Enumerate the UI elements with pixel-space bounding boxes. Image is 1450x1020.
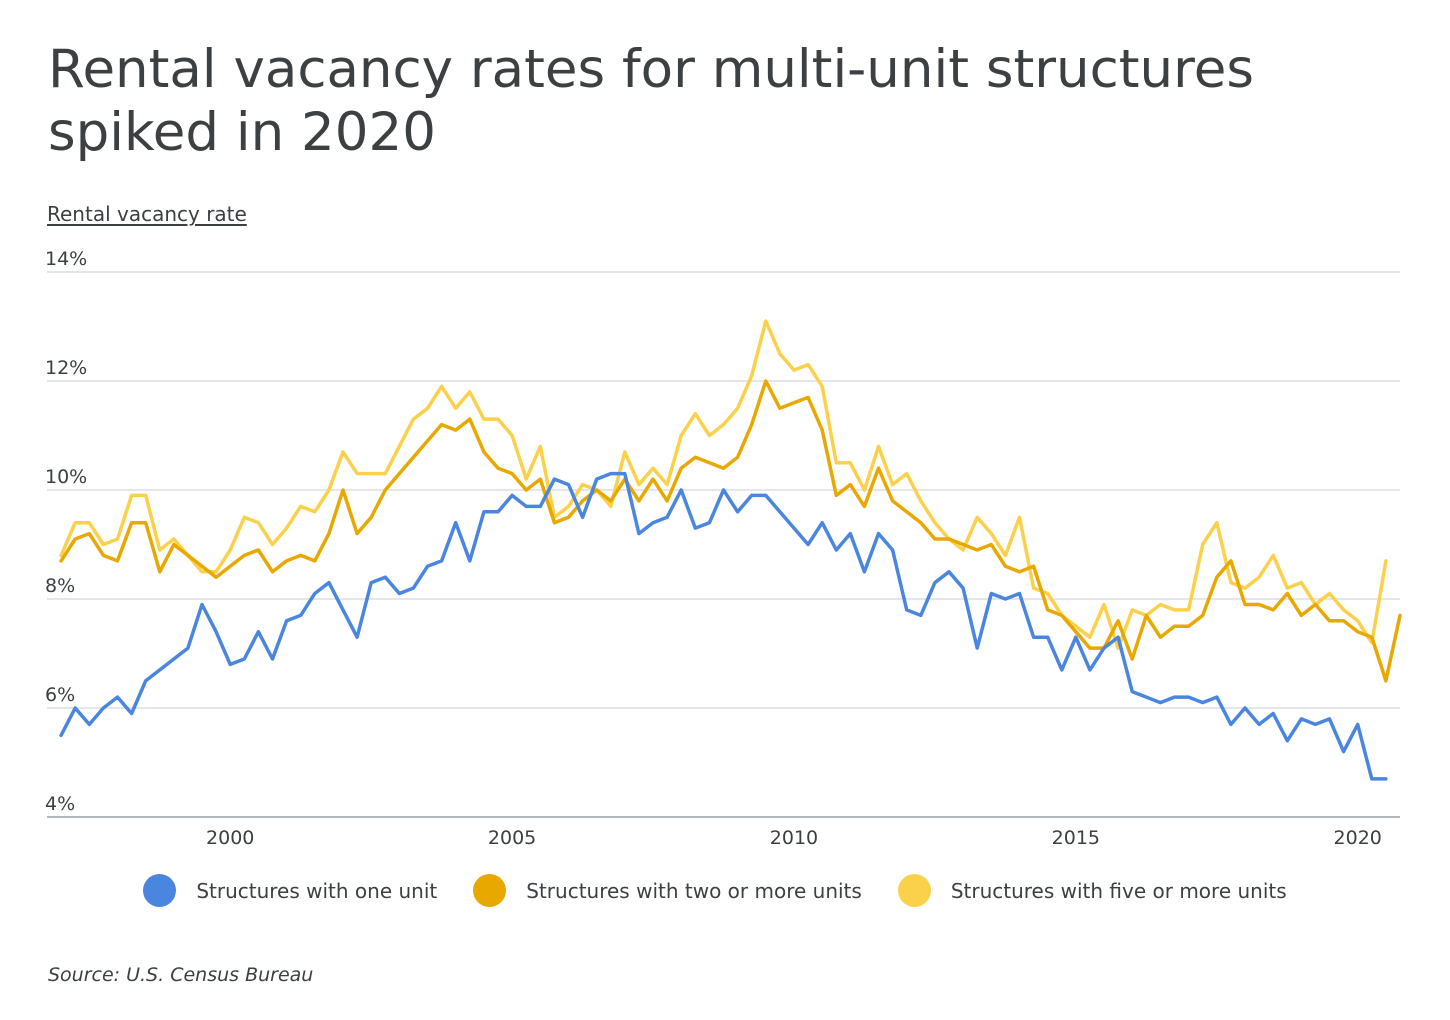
legend-swatch: [897, 874, 931, 907]
y-tick-label: 8%: [45, 575, 75, 597]
y-axis-label: Rental vacancy rate: [47, 202, 247, 226]
legend-label: Structures with five or more units: [950, 878, 1287, 903]
legend: Structures with one unit Structures with …: [0, 874, 1430, 907]
legend-item: Structures with five or more units: [897, 874, 1287, 907]
legend-item: Structures with one unit: [143, 874, 437, 907]
y-tick-label: 4%: [45, 793, 75, 815]
series-lines: [59, 319, 1402, 781]
x-tick-label: 2010: [770, 827, 818, 849]
x-tick-label: 2020: [1334, 827, 1382, 849]
legend-swatch: [473, 874, 507, 907]
y-tick-label: 6%: [45, 684, 75, 706]
source-note: Source: U.S. Census Bureau: [48, 964, 314, 986]
series-line-1: [59, 471, 1388, 781]
legend-item: Structures with two or more units: [473, 874, 862, 907]
legend-label: Structures with two or more units: [526, 878, 862, 903]
chart-title: Rental vacancy rates for multi-unit stru…: [48, 39, 1254, 163]
x-tick-label: 2000: [206, 827, 254, 849]
legend-label: Structures with one unit: [196, 878, 438, 903]
x-tick-labels: 2000 2005 2010 2015 2020: [206, 827, 1382, 849]
series-line-2: [59, 379, 1402, 683]
series-line-3: [59, 319, 1388, 650]
y-tick-label: 12%: [45, 357, 87, 379]
x-tick-label: 2005: [488, 827, 536, 849]
y-tick-label: 10%: [45, 466, 87, 488]
y-tick-labels: 4% 6% 8% 10% 12% 14%: [45, 248, 87, 815]
grid-lines: [47, 271, 1400, 818]
line-chart: 4% 6% 8% 10% 12% 14% 2000 2005 2010 2015 2020: [45, 248, 1402, 849]
legend-swatch: [143, 874, 177, 907]
y-tick-label: 14%: [45, 248, 87, 270]
x-tick-label: 2015: [1052, 827, 1100, 849]
